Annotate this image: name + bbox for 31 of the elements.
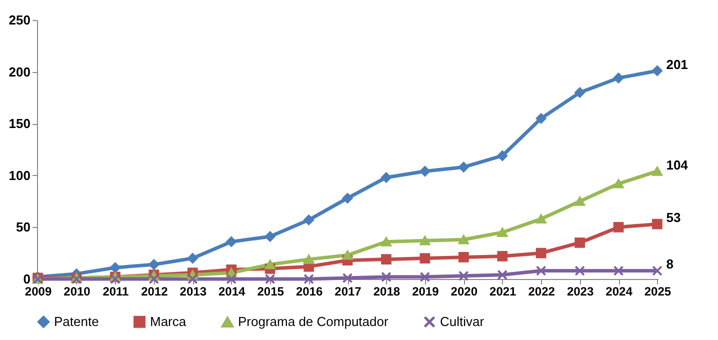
x-tick-label: 2021 [490,284,517,298]
y-tick-label: 150 [8,116,30,132]
x-tick-label: 2015 [257,284,284,298]
data-label: 53 [666,210,681,226]
x-tick-label: 2013 [180,284,207,298]
x-tick-label: 2017 [334,284,362,298]
legend-label: Patente [54,314,99,329]
x-tick-label: 2009 [24,284,52,298]
y-tick-label: 250 [8,12,30,28]
x-tick-label: 2010 [64,284,91,298]
data-label: 8 [666,256,674,272]
x-tick-label: 2025 [644,284,672,298]
y-tick-label: 100 [8,168,30,183]
x-tick-label: 2014 [218,284,246,298]
x-tick-label: 2018 [373,284,400,298]
x-tick-label: 2016 [296,284,323,298]
x-tick-label: 2020 [450,284,478,298]
y-tick-label: 50 [16,220,30,235]
legend-label: Programa de Computador [238,314,389,330]
x-tick-label: 2023 [566,284,594,298]
x-tick-label: 2011 [102,284,130,298]
data-label: 201 [666,56,688,72]
y-tick-label: 0 [23,272,30,286]
x-tick-label: 2012 [141,284,168,298]
data-label: 104 [666,157,689,172]
x-tick-label: 2019 [412,284,440,298]
x-tick-label: 2024 [606,284,633,298]
x-tick-label: 2022 [528,284,556,298]
y-tick-label: 200 [8,64,30,80]
legend-label: Cultivar [440,314,485,329]
legend-label: Marca [150,314,187,329]
